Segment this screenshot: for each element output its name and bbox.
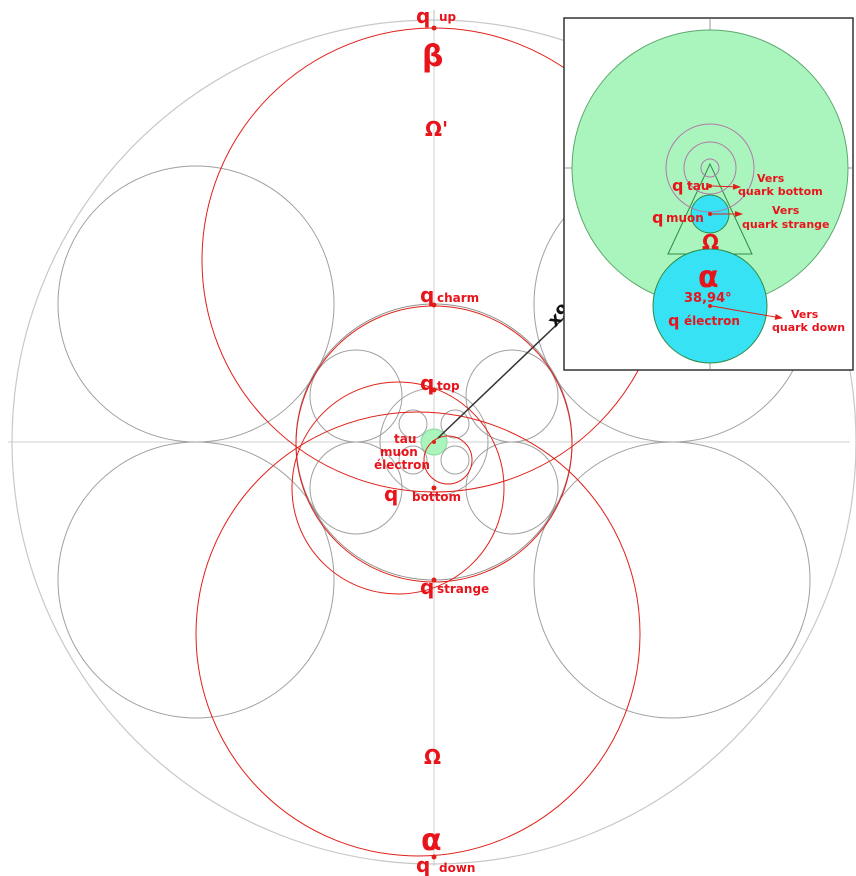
inset-arrow-bottom [711,183,741,190]
q-charm-prefix: q [420,283,434,307]
red-circle-alpha [195,411,641,857]
red-circle-top [291,381,505,595]
inset-vers-bottom-1: Vers [757,172,785,185]
inset-dot-tau [708,184,712,188]
q-top-name: top [437,379,460,393]
q-bottom-name: bottom [412,490,461,504]
medium-circle-top-right [465,349,559,443]
q-strange-name: strange [437,582,489,596]
inset-vers-strange-1: Vers [772,204,800,217]
medium-circle-bottom-right [465,441,559,535]
electron-label: électron [374,458,430,472]
muon-label: muon [380,445,418,459]
medium-circle-top-left [309,349,403,443]
omega-label: Ω [424,745,441,769]
small-circle-top-left [398,409,428,439]
q-charm-name: charm [437,291,479,305]
dot-bottom [431,485,437,491]
inset-vers-down-1: Vers [791,308,819,321]
red-circle-small [423,435,473,485]
dot-center [432,440,436,444]
medium-circle-bottom-left [309,441,403,535]
inset-arrow-down [711,305,783,320]
dot-top [431,387,437,393]
beta-label: β [422,39,443,74]
inset-angle-label: 38,94° [684,291,732,306]
q-bottom-prefix: q [384,482,398,506]
inset-vers-bottom-2: quark bottom [738,185,823,198]
q-top-prefix: q [420,371,434,395]
quadrant-circle-bottom-left [57,441,335,719]
q-strange-prefix: q [420,575,434,599]
q-up-prefix: q [416,4,430,28]
alpha-label: α [421,823,442,858]
q-down-name: down [439,861,475,875]
inset-dot-electron [708,304,712,308]
inset-ring-inner [700,158,720,178]
inset-vers-down-2: quark down [772,321,845,334]
small-circle-bottom-left [398,445,428,475]
inset-alpha-label: α [698,260,719,295]
quadrant-circle-bottom-right [533,441,811,719]
inset-ring-mid [683,141,737,195]
dot-strange [431,577,437,583]
dot-down [431,854,437,860]
inset-dot-muon [708,212,712,216]
zoom-inset: q tau q muon Ω α 38,94° q électron Vers … [563,17,854,371]
quadrant-circle-top-left [57,165,335,443]
inset-electron-label: électron [684,314,740,328]
q-down-prefix: q [416,853,430,876]
inset-q-tau-prefix: q [672,176,683,195]
dot-up [431,25,437,31]
q-up-name: up [439,10,457,24]
inset-tau-label: tau [687,179,709,193]
tau-label: tau [394,432,416,446]
small-circle-bottom-right [440,445,470,475]
inset-omega-label: Ω [702,230,719,254]
dot-charm [431,302,437,308]
inset-q-muon-prefix: q [652,208,663,227]
inset-q-electron-prefix: q [668,311,679,330]
omega-prime-label: Ω' [425,117,448,141]
inset-vers-strange-2: quark strange [742,218,830,231]
small-circle-top-right [440,409,470,439]
inset-muon-label: muon [666,211,704,225]
